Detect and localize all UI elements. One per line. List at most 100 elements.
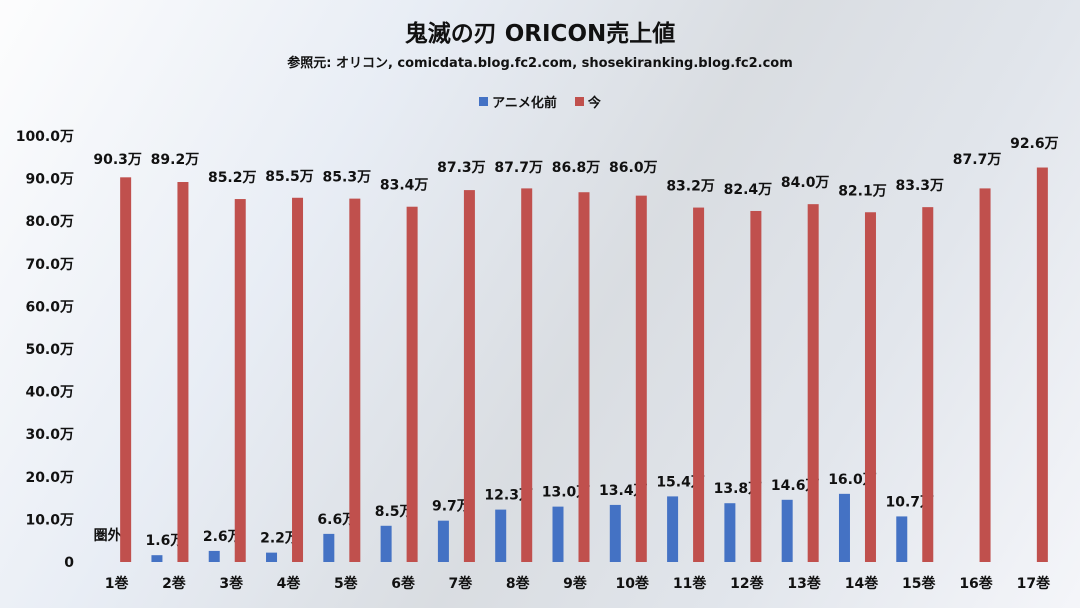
x-tick-label: 14巻 <box>845 575 878 592</box>
legend: アニメ化前 今 <box>0 92 1080 111</box>
data-label-now: 86.0万 <box>609 160 658 176</box>
data-label-before-anime: 1.6万 <box>146 533 185 549</box>
y-tick-label: 80.0万 <box>25 214 74 230</box>
bar-before-anime <box>724 503 736 562</box>
bar-now <box>349 198 361 562</box>
data-label-now: 84.0万 <box>781 175 830 191</box>
bar-before-anime <box>323 533 335 562</box>
x-tick-label: 2巻 <box>162 575 186 592</box>
x-tick-label: 17巻 <box>1017 575 1050 592</box>
bar-before-anime <box>552 506 564 562</box>
bar-before-anime <box>781 499 793 562</box>
y-tick-label: 100.0万 <box>16 129 74 145</box>
data-label-before-anime: 8.5万 <box>375 504 414 520</box>
data-label-now: 87.3万 <box>437 160 486 176</box>
data-label-before-anime: 2.6万 <box>203 529 242 545</box>
legend-item-now: 今 <box>574 92 601 111</box>
x-tick-label: 12巻 <box>730 575 763 592</box>
y-tick-label: 50.0万 <box>25 342 74 358</box>
x-tick-label: 16巻 <box>959 575 992 592</box>
x-tick-label: 13巻 <box>787 575 820 592</box>
data-label-before-anime: 15.4万 <box>656 474 705 490</box>
data-label-now: 89.2万 <box>151 152 200 168</box>
data-label-now: 87.7万 <box>953 152 1002 168</box>
data-label-now: 85.2万 <box>208 170 257 186</box>
data-label-before-anime: 2.2万 <box>260 531 299 547</box>
data-label-now: 83.4万 <box>380 178 429 194</box>
x-tick-label: 7巻 <box>449 575 473 592</box>
data-label-before-anime: 圏外 <box>94 527 122 544</box>
legend-label-before-anime: アニメ化前 <box>492 96 557 111</box>
x-tick-label: 6巻 <box>391 575 415 592</box>
y-tick-label: 40.0万 <box>25 385 74 401</box>
bar-now <box>463 190 475 563</box>
bar-before-anime <box>437 520 449 562</box>
bar-now <box>578 192 590 562</box>
bar-now <box>1036 167 1048 563</box>
data-label-now: 83.2万 <box>666 179 715 195</box>
x-tick-label: 8巻 <box>506 575 530 592</box>
bar-now <box>406 206 418 562</box>
data-label-now: 82.1万 <box>838 183 887 199</box>
legend-swatch-before-anime <box>479 97 489 106</box>
x-tick-label: 3巻 <box>219 575 243 592</box>
data-label-now: 92.6万 <box>1010 136 1059 152</box>
bar-now <box>177 182 189 562</box>
data-label-now: 90.3万 <box>93 152 142 168</box>
x-tick-label: 11巻 <box>673 575 706 592</box>
bar-now <box>864 212 876 562</box>
bar-before-anime <box>208 550 220 562</box>
data-label-now: 82.4万 <box>724 182 773 198</box>
data-label-now: 87.7万 <box>494 160 543 176</box>
data-label-now: 85.3万 <box>323 170 372 186</box>
y-tick-label: 60.0万 <box>25 299 74 315</box>
data-label-before-anime: 9.7万 <box>432 499 471 515</box>
data-label-before-anime: 10.7万 <box>885 494 934 510</box>
y-tick-label: 10.0万 <box>25 512 74 528</box>
data-label-before-anime: 13.4万 <box>599 483 648 499</box>
data-label-now: 83.3万 <box>895 178 944 194</box>
bar-now <box>979 188 991 562</box>
bar-now <box>234 199 246 562</box>
y-tick-label: 0 <box>64 555 74 571</box>
bar-before-anime <box>151 555 163 562</box>
x-tick-label: 10巻 <box>616 575 649 592</box>
x-tick-label: 1巻 <box>105 575 129 592</box>
data-label-before-anime: 14.6万 <box>771 478 820 494</box>
y-tick-label: 20.0万 <box>25 470 74 486</box>
bar-before-anime <box>896 516 908 562</box>
bar-now <box>292 197 304 562</box>
bar-now <box>635 195 647 562</box>
bar-now <box>922 207 934 562</box>
data-label-before-anime: 13.8万 <box>714 481 763 497</box>
bar-now <box>521 188 533 562</box>
bar-now <box>693 207 705 562</box>
bar-before-anime <box>838 493 850 562</box>
x-tick-label: 15巻 <box>902 575 935 592</box>
x-tick-label: 5巻 <box>334 575 358 592</box>
x-tick-label: 9巻 <box>563 575 587 592</box>
chart-subtitle: 参照元: オリコン, comicdata.blog.fc2.com, shose… <box>287 56 793 71</box>
data-label-before-anime: 13.0万 <box>542 485 591 501</box>
bar-before-anime <box>667 496 679 562</box>
chart-title: 鬼滅の刃 ORICON売上値 <box>404 21 676 47</box>
y-tick-label: 90.0万 <box>25 172 74 188</box>
y-tick-label: 70.0万 <box>25 257 74 273</box>
legend-swatch-now <box>574 97 584 106</box>
data-label-before-anime: 12.3万 <box>484 488 533 504</box>
x-tick-label: 4巻 <box>277 575 301 592</box>
legend-label-now: 今 <box>587 96 601 111</box>
bar-now <box>120 177 132 562</box>
data-label-before-anime: 6.6万 <box>317 512 356 528</box>
data-label-now: 86.8万 <box>552 160 601 176</box>
bar-before-anime <box>266 552 278 562</box>
bar-now <box>807 204 819 562</box>
bar-before-anime <box>495 509 507 562</box>
y-tick-label: 30.0万 <box>25 427 74 443</box>
legend-item-before-anime: アニメ化前 <box>479 92 557 111</box>
bar-before-anime <box>380 525 392 562</box>
bar-now <box>750 210 762 562</box>
data-label-before-anime: 16.0万 <box>828 472 877 488</box>
bar-before-anime <box>609 504 621 562</box>
